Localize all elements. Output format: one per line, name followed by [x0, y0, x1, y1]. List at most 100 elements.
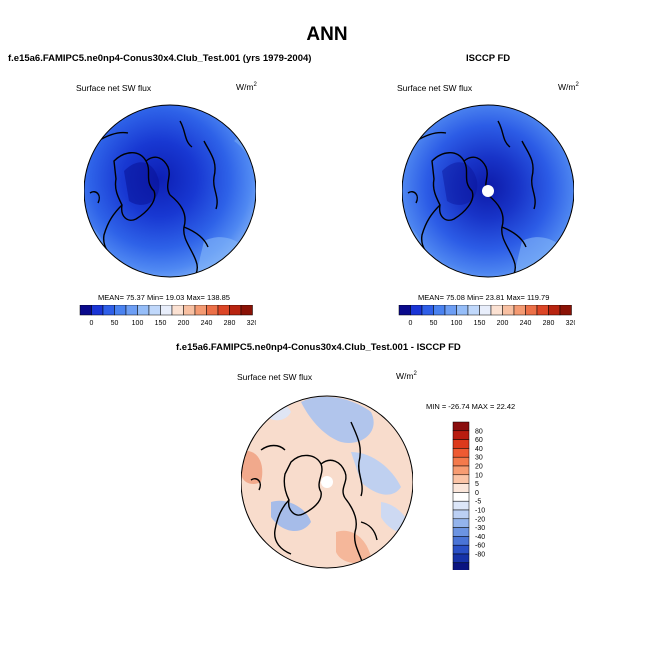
- diff-colorbar-swatch: [452, 544, 470, 555]
- obs-colorbar-swatch: [559, 305, 572, 316]
- obs-colorbar-tick-label: 0: [409, 320, 413, 327]
- model-field-fill: [84, 105, 256, 277]
- model-colorbar-tick-label: 100: [132, 320, 144, 327]
- obs-colorbar-swatch: [433, 305, 446, 316]
- obs-colorbar-tick-label: 280: [543, 320, 555, 327]
- diff-colorbar-tick-label: 10: [475, 472, 483, 479]
- model-colorbar-swatch: [114, 305, 127, 316]
- model-map-border: [84, 104, 256, 278]
- diff-colorbar-tick-label: -40: [475, 534, 485, 541]
- obs-units-label: W/m2: [558, 82, 579, 92]
- diff-colorbar-tick-label: 80: [475, 428, 483, 435]
- diff-positive-region: [241, 451, 263, 484]
- diff-colorbar-swatch: [452, 509, 470, 520]
- obs-colorbar-swatches: [398, 305, 572, 316]
- obs-colorbar-swatch: [444, 305, 457, 316]
- diff-colorbar-swatch: [452, 553, 470, 564]
- model-colorbar-swatches: [79, 305, 253, 316]
- model-colorbar-tick-label: 200: [178, 320, 190, 327]
- obs-colorbar-swatch: [421, 305, 434, 316]
- diff-colorbar-swatch: [452, 562, 470, 570]
- model-colorbar-swatch: [206, 305, 219, 316]
- model-colorbar-tick-label: 150: [155, 320, 167, 327]
- diff-map-border: [241, 395, 413, 569]
- model-low-latitude-region: [194, 237, 256, 277]
- diff-colorbar-tick-label: -10: [475, 508, 485, 515]
- obs-colorbar-swatch: [398, 305, 411, 316]
- model-units-label: W/m2: [236, 82, 257, 92]
- diff-colorbar-swatch: [452, 536, 470, 546]
- obs-colorbar-swatch: [502, 305, 515, 316]
- obs-colorbar-tick-label: 240: [520, 320, 532, 327]
- model-colorbar-swatch: [160, 305, 173, 316]
- model-colorbar-swatch: [137, 305, 150, 316]
- obs-polar-map: [402, 104, 574, 278]
- obs-colorbar-swatch: [536, 305, 549, 316]
- model-colorbar-swatch: [194, 305, 207, 316]
- obs-colorbar-swatch: [490, 305, 503, 316]
- obs-colorbar-tick-label: 100: [451, 320, 463, 327]
- diff-colorbar-tick-label: 0: [475, 490, 479, 497]
- obs-colorbar-ticklabels: 0 50 100 150 200 240 280 320: [409, 320, 575, 327]
- diff-colorbar-tick-label: 60: [475, 437, 483, 444]
- obs-colorbar-swatch: [410, 305, 423, 316]
- diff-colorbar-tick-label: 30: [475, 455, 483, 462]
- model-colorbar-swatch: [217, 305, 230, 316]
- model-colorbar-tick-label: 280: [224, 320, 236, 327]
- obs-colorbar-tick-label: 150: [474, 320, 486, 327]
- model-colorbar-tick-label: 0: [90, 320, 94, 327]
- model-stats-label: MEAN= 75.37 Min= 19.03 Max= 138.85: [98, 293, 230, 302]
- diff-stats-label: MIN = -26.74 MAX = 22.42: [426, 402, 516, 411]
- obs-colorbar: 0 50 100 150 200 240 280 320: [398, 305, 575, 327]
- model-colorbar: 0 50 100 150 200 240 280 320: [79, 305, 256, 327]
- obs-colorbar-swatch: [513, 305, 526, 316]
- model-greenland-region: [124, 162, 160, 205]
- obs-variable-label: Surface net SW flux: [397, 83, 473, 93]
- model-variable-label: Surface net SW flux: [76, 83, 152, 93]
- model-colorbar-tick-label: 320: [247, 320, 256, 327]
- diff-units-label: W/m2: [396, 371, 417, 381]
- diff-colorbar-swatch: [452, 492, 470, 502]
- diff-colorbar-tick-label: 20: [475, 464, 483, 471]
- model-colorbar-tick-label: 50: [111, 320, 119, 327]
- obs-colorbar-tick-label: 200: [497, 320, 509, 327]
- diff-colorbar-swatch: [452, 421, 470, 432]
- obs-colorbar-tick-label: 50: [430, 320, 438, 327]
- diff-colorbar-tick-label: -60: [475, 543, 485, 550]
- diff-polar-missing-hole: [321, 476, 333, 488]
- diff-case-title: f.e15a6.FAMIPC5.ne0np4-Conus30x4.Club_Te…: [176, 342, 461, 353]
- model-colorbar-swatch: [148, 305, 161, 316]
- diff-coastlines: [250, 421, 378, 565]
- model-colorbar-swatch: [102, 305, 115, 316]
- diff-colorbar-tick-label: -5: [475, 499, 481, 506]
- obs-colorbar-swatch: [456, 305, 469, 316]
- diff-colorbar-swatch: [452, 500, 470, 511]
- diff-colorbar-tick-label: -20: [475, 516, 485, 523]
- obs-stats-label: MEAN= 75.08 Min= 23.81 Max= 119.79: [418, 293, 550, 302]
- diff-variable-label: Surface net SW flux: [237, 372, 313, 382]
- model-colorbar-swatch: [79, 305, 92, 316]
- diff-colorbar-tick-label: 40: [475, 446, 483, 453]
- model-colorbar-swatch: [171, 305, 184, 316]
- diff-colorbar-swatch: [452, 456, 470, 467]
- diff-colorbar-swatch: [452, 483, 470, 493]
- diff-colorbar-swatch: [452, 448, 470, 458]
- model-colorbar-swatch: [125, 305, 138, 316]
- diff-colorbar-swatch: [452, 465, 470, 476]
- figure-title: ANN: [306, 24, 348, 45]
- model-colorbar-swatch: [240, 305, 253, 316]
- diff-colorbar-swatch: [452, 430, 470, 440]
- diff-colorbar-swatch: [452, 474, 470, 484]
- model-colorbar-swatch: [183, 305, 196, 316]
- diff-polar-map: [241, 395, 413, 569]
- diff-colorbar-tick-label: -80: [475, 552, 485, 559]
- diff-colorbar-swatch: [452, 439, 470, 449]
- obs-colorbar-swatch: [467, 305, 480, 316]
- obs-polar-missing-hole: [482, 185, 494, 197]
- diff-colorbar-swatch: [452, 518, 470, 528]
- obs-colorbar-tick-label: 320: [566, 320, 575, 327]
- obs-map-border: [402, 104, 574, 278]
- obs-colorbar-swatch: [525, 305, 538, 316]
